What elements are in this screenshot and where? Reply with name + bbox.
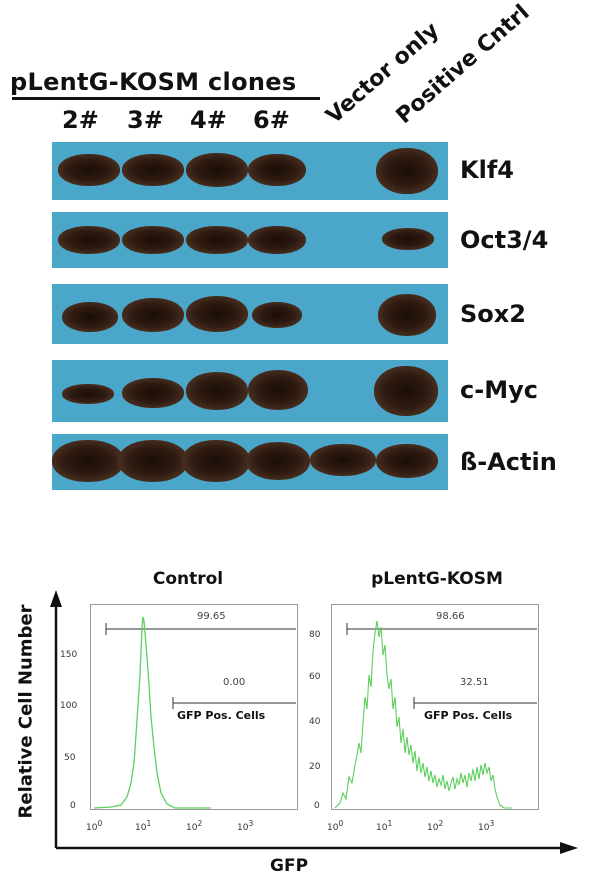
y-tick-plentg-20: 20 [309,762,321,772]
band-actin-6 [246,442,310,480]
lane-label-4: 4# [190,106,227,134]
gate-pos-label-control: GFP Pos. Cells [177,709,266,722]
histogram-control [93,616,296,809]
band-sox2-3 [122,298,184,332]
flow-title-control: Control [152,569,224,589]
lane-label-2: 2# [62,106,99,134]
protein-label-sox2: Sox2 [460,300,526,328]
blot-strip-sox2 [52,284,448,344]
gate-all-value-control: 99.65 [197,611,226,622]
y-tick-plentg-60: 60 [309,672,321,682]
x-tick-plentg-3: 103 [478,819,495,833]
lane-label-6: 6# [253,106,290,134]
x-tick-control-2: 102 [186,819,203,833]
x-tick-control-3: 103 [237,819,254,833]
clones-underline [12,97,320,100]
band-cmyc-3 [122,378,184,408]
flow-y-axis-label: Relative Cell Number [15,604,37,819]
band-actin-4 [182,440,250,482]
band-oct34-4 [186,226,248,254]
band-klf4-3 [122,154,184,186]
y-tick-control-50: 50 [64,753,76,763]
band-oct34-positive [382,228,434,250]
blot-strip-klf4 [52,142,448,200]
x-tick-control-1: 101 [135,819,152,833]
flow-panel-plentg: 98.66 32.51 GFP Pos. Cells [331,604,539,810]
y-tick-control-0: 0 [70,801,76,811]
protein-label-beta-actin: ß-Actin [460,448,557,476]
blot-strip-beta-actin [52,434,448,490]
y-tick-plentg-40: 40 [309,717,321,727]
y-tick-control-150: 150 [60,650,78,660]
flow-panel-control: 99.65 0.00 GFP Pos. Cells [90,604,298,810]
y-tick-plentg-0: 0 [314,801,320,811]
band-cmyc-2 [62,384,114,404]
band-cmyc-6 [248,370,308,410]
lane-label-3: 3# [127,106,164,134]
band-klf4-positive [376,148,438,194]
x-tick-control-0: 100 [86,819,103,833]
y-tick-plentg-80: 80 [309,630,321,640]
protein-label-cmyc: c-Myc [460,376,538,404]
gate-all-value-plentg: 98.66 [436,611,465,622]
band-sox2-2 [62,302,118,332]
histogram-plentg [334,620,537,809]
flow-x-axis-label: GFP [270,856,309,876]
clones-title: pLentG-KOSM clones [10,68,297,96]
band-oct34-6 [248,226,306,254]
y-tick-control-100: 100 [60,701,78,711]
band-actin-vector [310,444,376,476]
gate-pos-value-control: 0.00 [223,677,246,688]
gate-pos-label-plentg: GFP Pos. Cells [424,709,513,722]
protein-label-klf4: Klf4 [460,156,514,184]
band-actin-positive [376,444,438,478]
gate-pos-value-plentg: 32.51 [460,677,489,688]
blot-strip-oct34 [52,212,448,268]
band-actin-2 [52,440,124,482]
band-oct34-3 [122,226,184,254]
x-tick-plentg-2: 102 [427,819,444,833]
band-klf4-4 [186,153,248,187]
band-actin-3 [118,440,188,482]
band-klf4-6 [248,154,306,186]
band-sox2-6 [252,302,302,328]
flow-title-plentg: pLentG-KOSM [371,569,503,589]
blot-strip-cmyc [52,360,448,422]
band-oct34-2 [58,226,120,254]
band-klf4-2 [58,154,120,186]
band-sox2-4 [186,296,248,332]
x-tick-plentg-1: 101 [376,819,393,833]
band-sox2-positive [378,294,436,336]
protein-label-oct34: Oct3/4 [460,226,549,254]
band-cmyc-4 [186,372,248,410]
x-tick-plentg-0: 100 [327,819,344,833]
band-cmyc-positive [374,366,438,416]
